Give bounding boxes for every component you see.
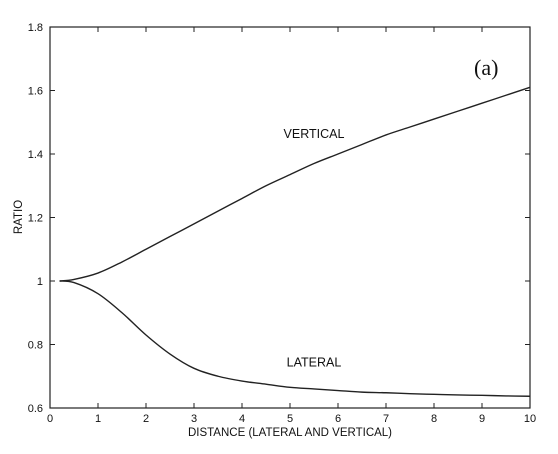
- series-line-vertical: [59, 86, 531, 282]
- x-tick-label: 10: [524, 413, 536, 425]
- y-axis-title: RATIO: [13, 200, 25, 234]
- annotation-lateral: LATERAL: [287, 356, 342, 370]
- y-tick-label: 1.2: [28, 213, 43, 225]
- series-line-lateral: [59, 280, 531, 397]
- annotation-vertical: VERTICAL: [284, 127, 345, 141]
- y-tick-label: 0.6: [28, 403, 43, 415]
- x-tick-label: 5: [287, 413, 293, 425]
- x-tick-label: 4: [239, 413, 245, 425]
- x-tick-label: 7: [383, 413, 389, 425]
- y-tick-label: 1.4: [28, 149, 43, 161]
- series-lines: [59, 86, 531, 397]
- x-axis-ticks: 0 1 2 3 4 5 6 7 8 9 10: [47, 27, 536, 425]
- series-annotations: VERTICAL LATERAL: [284, 127, 345, 370]
- x-axis-title: DISTANCE (LATERAL AND VERTICAL): [188, 427, 392, 439]
- x-tick-label: 0: [47, 413, 53, 425]
- plot-frame: [49, 26, 531, 409]
- x-tick-label: 9: [479, 413, 485, 425]
- y-tick-label: 0.8: [28, 340, 43, 352]
- y-axis-ticks: 0.6 0.8 1 1.2 1.4 1.6 1.8: [28, 22, 530, 415]
- y-tick-label: 1.8: [28, 22, 43, 34]
- y-tick-label: 1: [37, 276, 43, 288]
- y-tick-label: 1.6: [28, 86, 43, 98]
- x-tick-label: 8: [431, 413, 437, 425]
- x-tick-label: 6: [335, 413, 341, 425]
- x-tick-label: 1: [95, 413, 101, 425]
- x-tick-label: 2: [143, 413, 149, 425]
- panel-label: (a): [474, 55, 498, 80]
- x-tick-label: 3: [191, 413, 197, 425]
